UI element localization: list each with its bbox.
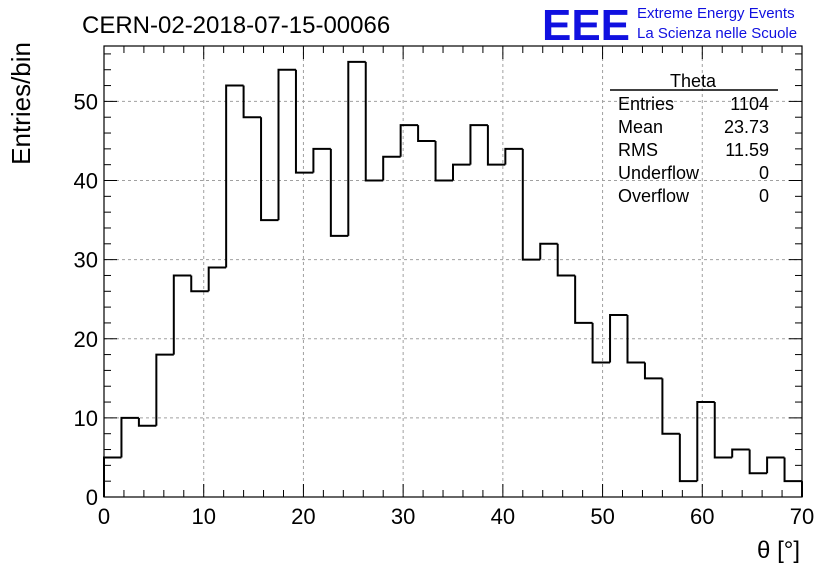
histogram-bin — [137, 417, 157, 427]
x-tick-label: 40 — [491, 504, 515, 529]
histogram-bin — [609, 314, 628, 363]
stats-box-title: Theta — [670, 71, 717, 91]
histogram-bin — [434, 140, 453, 182]
histogram-bin — [347, 60, 366, 236]
stats-row-value: 0 — [759, 186, 769, 206]
histogram-bin — [242, 85, 262, 119]
x-tick-label: 20 — [291, 504, 315, 529]
run-title: CERN-02-2018-07-15-00066 — [82, 12, 390, 39]
histogram-bin — [207, 266, 227, 292]
histogram-bin — [678, 433, 698, 483]
histogram-bin — [120, 416, 139, 458]
eee-tagline-1: Extreme Energy Events — [637, 5, 795, 22]
histogram-bin — [539, 242, 558, 260]
histogram-bars — [103, 60, 803, 497]
x-tick-label: 50 — [590, 504, 614, 529]
y-axis-title: Entries/bin — [6, 42, 36, 165]
stats-row-value: 1104 — [730, 94, 769, 114]
y-tick-label: 40 — [74, 169, 98, 194]
x-tick-label: 60 — [690, 504, 714, 529]
y-tick-label: 50 — [74, 89, 98, 114]
stats-box-rows: Entries 1104 Mean 23.73 RMS 11.59 Underflow 0 Ov… — [618, 94, 769, 206]
stats-row-value: 11.59 — [725, 140, 769, 160]
histogram-bin — [155, 353, 174, 426]
histogram-bin — [417, 125, 436, 142]
histogram-bin — [643, 362, 663, 380]
histogram-bin — [713, 402, 733, 459]
histogram-bin — [190, 275, 209, 293]
y-tick-label: 30 — [74, 248, 98, 273]
histogram-bin — [452, 163, 471, 181]
histogram-bin — [260, 117, 279, 222]
stats-row-label: Overflow — [618, 186, 690, 206]
y-tick-label: 0 — [86, 485, 98, 510]
histogram-bin — [225, 84, 244, 268]
tick-labels: 0 10 20 30 40 50 60 70 0 10 20 30 40 50 — [74, 89, 815, 529]
stats-row-label: Underflow — [618, 163, 700, 183]
stats-row-label: Entries — [618, 94, 674, 114]
histogram-bin — [696, 401, 715, 482]
x-tick-label: 70 — [790, 504, 814, 529]
eee-logo: EEE Extreme Energy Events La Scienza nel… — [542, 1, 797, 50]
histogram-bin — [172, 274, 192, 355]
histogram-bin — [731, 448, 750, 458]
histogram-bin — [521, 148, 541, 261]
histogram-bin — [486, 125, 506, 166]
eee-tagline-2: La Scienza nelle Scuole — [637, 25, 797, 42]
histogram-bin — [103, 456, 122, 497]
histogram-bin — [574, 275, 593, 324]
x-tick-label: 0 — [98, 504, 110, 529]
histogram-bin — [556, 243, 576, 277]
x-axis-title: θ [°] — [757, 537, 800, 564]
stats-row-label: RMS — [618, 140, 658, 160]
histogram-bin — [591, 322, 611, 364]
histogram-bin — [748, 449, 768, 475]
stats-row-value: 0 — [759, 163, 769, 183]
y-tick-label: 10 — [74, 406, 98, 431]
histogram-bin — [661, 378, 680, 435]
histogram-bin — [364, 61, 384, 182]
histogram-bin — [469, 124, 488, 165]
histogram-bin — [766, 456, 785, 474]
stats-row-label: Mean — [618, 117, 663, 137]
stats-box: Theta Entries 1104 Mean 23.73 RMS 11.59 Underf… — [610, 71, 778, 206]
axis-ticks — [103, 46, 803, 498]
y-tick-label: 20 — [74, 327, 98, 352]
histogram-bin — [277, 68, 296, 221]
eee-logo-text: EEE — [542, 1, 630, 50]
histogram-bin — [504, 147, 523, 165]
histogram-bin — [312, 147, 331, 173]
x-tick-label: 30 — [391, 504, 415, 529]
histogram-bin — [399, 124, 419, 157]
plot-frame — [103, 45, 803, 498]
histogram-bin — [382, 155, 401, 181]
histogram-bin — [294, 69, 314, 174]
stats-row-value: 23.73 — [724, 117, 769, 137]
x-tick-label: 10 — [191, 504, 215, 529]
histogram-bin — [329, 148, 349, 237]
histogram-bin — [626, 315, 645, 364]
histogram-bin — [783, 457, 802, 483]
